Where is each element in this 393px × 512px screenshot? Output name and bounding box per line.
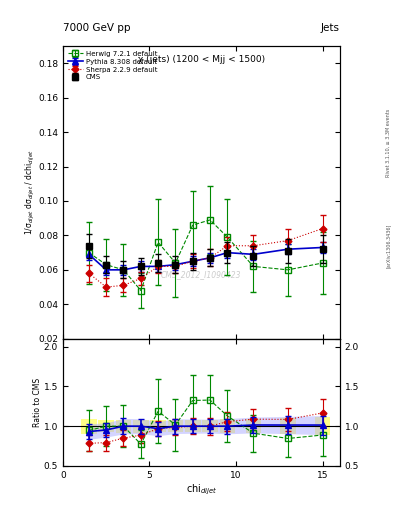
Text: 7000 GeV pp: 7000 GeV pp (63, 23, 130, 33)
Text: [arXiv:1306.3436]: [arXiv:1306.3436] (386, 224, 391, 268)
Y-axis label: 1/σ$_{dijet}$ dσ$_{dijet}$ / dchi$_{dijet}$: 1/σ$_{dijet}$ dσ$_{dijet}$ / dchi$_{dije… (24, 150, 37, 236)
Legend: Herwig 7.2.1 default, Pythia 8.308 default, Sherpa 2.2.9 default, CMS: Herwig 7.2.1 default, Pythia 8.308 defau… (65, 48, 160, 83)
Text: CMS_2012_I1090423: CMS_2012_I1090423 (161, 270, 242, 279)
Text: χ (jets) (1200 < Mjj < 1500): χ (jets) (1200 < Mjj < 1500) (138, 55, 265, 64)
Text: Jets: Jets (321, 23, 340, 33)
Text: Rivet 3.1.10, ≥ 3.3M events: Rivet 3.1.10, ≥ 3.3M events (386, 109, 391, 178)
Y-axis label: Ratio to CMS: Ratio to CMS (33, 378, 42, 427)
X-axis label: chi$_{dijet}$: chi$_{dijet}$ (185, 482, 217, 497)
